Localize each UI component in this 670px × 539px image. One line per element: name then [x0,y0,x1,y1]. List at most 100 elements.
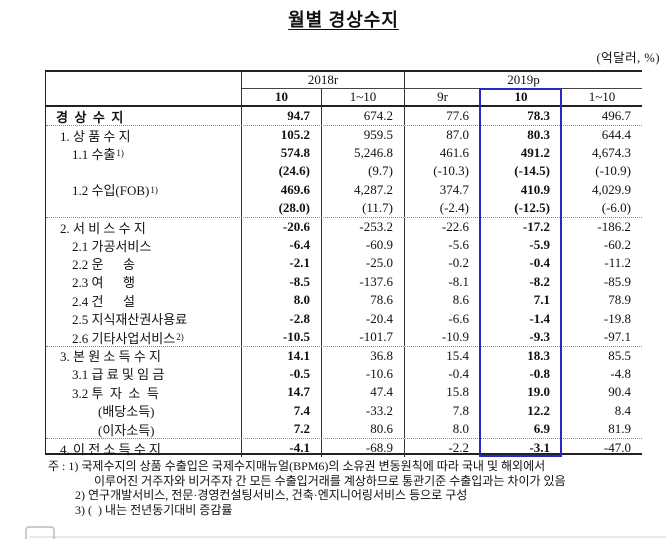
table-row: 2.3 여 행 -8.5 -137.6 -8.1 -8.2 -85.9 [46,272,642,292]
year-header-2018: 2018r [241,72,404,89]
table-cell: 469.6 [241,180,321,200]
column-header-2019-1to10: 1~10 [561,89,642,105]
row-label-text: 경 상 수 지 [56,109,124,125]
table-cell: -85.9 [561,272,642,292]
table-cell: -0.8 [480,364,561,384]
row-label: 2.4 건 설 [46,291,241,309]
table-row: (28.0) (11.7) (-2.4) (-12.5) (-6.0) [46,199,642,218]
table-cell: -8.1 [404,272,480,292]
table-cell: -10.6 [321,364,404,384]
row-label-text: 2.6 기타사업서비스 [72,330,176,346]
table-cell: 8.0 [241,291,321,310]
row-label: (이자소득) [46,420,241,438]
column-header-2019-10: 10 [480,89,561,105]
table-cell: -0.4 [404,364,480,384]
table-row: (배당소득) 7.4 -33.2 7.8 12.2 8.4 [46,401,642,420]
table-cell: 14.7 [241,383,321,402]
table-row: (24.6) (9.7) (-10.3) (-14.5) (-10.9) [46,162,642,181]
table-cell: (-2.4) [404,199,480,218]
table-cell: 496.7 [561,107,642,126]
table-row: 3.2 투 자 소 득 14.7 47.4 15.8 19.0 90.4 [46,383,642,402]
table-cell: 4,287.2 [321,180,404,200]
table-row: 2. 서 비 스 수 지 -20.6 -253.2 -22.6 -17.2 -186.2 [46,217,642,236]
table-cell: 15.8 [404,383,480,402]
table-row: 1.1 수출 1) 574.8 5,246.8 461.6 491.2 4,674.3 [46,143,642,163]
table-row: 1. 상 품 수 지 105.2 959.5 87.0 80.3 644.4 [46,125,642,144]
table-row: (이자소득) 7.2 80.6 8.0 6.9 81.9 [46,419,642,439]
table-cell: -5.6 [404,235,480,255]
table-cell: -101.7 [321,327,404,347]
table-cell: -10.9 [404,327,480,347]
table-cell: 7.2 [241,419,321,439]
table-cell: -2.8 [241,309,321,328]
table-cell: 4,674.3 [561,143,642,163]
table-cell: -68.9 [321,439,404,457]
column-header-2018-1to10: 1~10 [321,89,404,105]
table-row: 2.4 건 설 8.0 78.6 8.6 7.1 78.9 [46,291,642,310]
table-cell: -22.6 [404,218,480,236]
row-label: 2. 서 비 스 수 지 [46,218,241,236]
table-cell: 90.4 [561,383,642,402]
row-label-text: 1.1 수출 [72,146,116,162]
row-label: 3.2 투 자 소 득 [46,383,241,401]
table-cell: 78.9 [561,291,642,310]
table-cell: -25.0 [321,254,404,273]
row-label-text: 1. 상 품 수 지 [60,128,131,144]
table-row: 1.2 수입(FOB) 1) 469.6 4,287.2 374.7 410.9 4,029… [46,180,642,200]
crop-artifact-corner [25,526,55,539]
table-cell: -60.9 [321,235,404,255]
table-cell: -5.9 [480,235,561,255]
table-cell: -17.2 [480,218,561,236]
table-row: 2.6 기타사업서비스 2) -10.5 -101.7 -10.9 -9.3 -97.1 [46,327,642,347]
table-cell: 18.3 [480,347,561,365]
table-cell: -6.6 [404,309,480,328]
table-cell: 8.0 [404,419,480,439]
row-label-text: 3. 본 원 소 득 수 지 [60,349,162,365]
table-cell: 77.6 [404,107,480,126]
table-cell: -3.1 [480,439,561,457]
footnote-line: 2) 연구개발서비스, 전문·경영컨설팅서비스, 건축·엔지니어링서비스 등으로… [75,488,468,503]
table-cell: (-6.0) [561,199,642,218]
table-row: 2.1 가공서비스 -6.4 -60.9 -5.6 -5.9 -60.2 [46,235,642,255]
crop-artifact-smudge [30,536,666,538]
table-cell: 94.7 [241,107,321,126]
table-cell: 5,246.8 [321,143,404,163]
row-label-text: (이자소득) [98,422,155,438]
table-cell: -8.5 [241,272,321,292]
table-cell: 19.0 [480,383,561,402]
row-label [46,199,241,217]
table-cell: -2.1 [241,254,321,273]
table-cell: 105.2 [241,126,321,144]
table-row: 3.1 급 료 및 임 금 -0.5 -10.6 -0.4 -0.8 -4.8 [46,364,642,384]
table-cell: -97.1 [561,327,642,347]
table-cell: 8.4 [561,401,642,420]
table-cell: 8.6 [404,291,480,310]
table-cell: 36.8 [321,347,404,365]
table-cell: -20.4 [321,309,404,328]
table-cell: 78.6 [321,291,404,310]
row-label [46,162,241,180]
table-cell: -186.2 [561,218,642,236]
footnote-line: 3) ( ) 내는 전년동기대비 증감률 [75,502,233,517]
table-cell: -2.2 [404,439,480,457]
row-label: 2.5 지식재산권사용료 [46,309,241,327]
row-label-text: 3.1 급 료 및 임 금 [72,367,165,383]
table-cell: -0.5 [241,364,321,384]
table-cell: -0.4 [480,254,561,273]
table-cell: -9.3 [480,327,561,347]
table-cell: 78.3 [480,107,561,126]
table-row: 3. 본 원 소 득 수 지 14.1 36.8 15.4 18.3 85.5 [46,346,642,365]
table-cell: -6.4 [241,235,321,255]
row-label-text: 3.2 투 자 소 득 [72,385,159,401]
table-cell: 959.5 [321,126,404,144]
row-label: 4. 이 전 소 득 수 지 [46,439,241,457]
table-cell: -137.6 [321,272,404,292]
table-cell: -33.2 [321,401,404,420]
row-label-text: 1.2 수입(FOB) [72,183,150,199]
table-cell: -11.2 [561,254,642,273]
table-row: 4. 이 전 소 득 수 지 -4.1 -68.9 -2.2 -3.1 -47.0 [46,438,642,457]
table-cell: 7.4 [241,401,321,420]
table-cell: 85.5 [561,347,642,365]
footnotes: 주 : 1) 국제수지의 상품 수출입은 국제수지매뉴얼(BPM6)의 소유권 … [48,459,658,517]
